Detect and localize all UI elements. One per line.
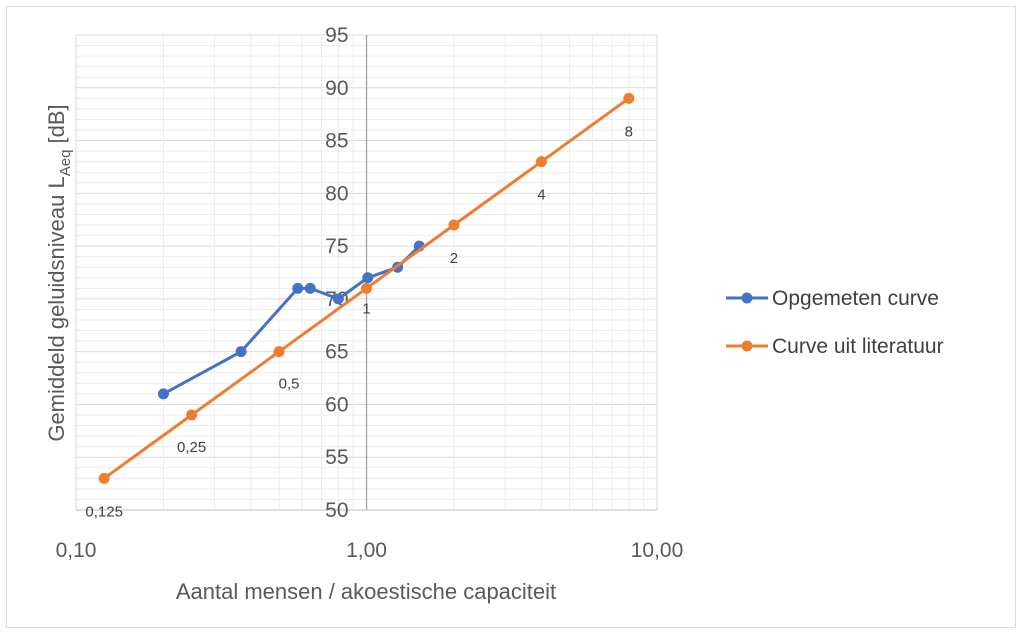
data-point-series-1 [235, 346, 247, 358]
data-point-series-2 [273, 346, 285, 358]
chart-frame [6, 6, 1016, 628]
y-tick-label: 55 [325, 446, 348, 469]
data-point-series-2 [448, 219, 460, 231]
data-label: 4 [537, 187, 545, 204]
x-axis-title: Aantal mensen / akoestische capaciteit [176, 579, 556, 604]
data-point-series-2 [535, 156, 547, 168]
y-axis-title: Gemiddeld geluidsniveau LAeq [dB] [44, 104, 74, 441]
y-axis-title-sub: Aeq [57, 150, 74, 177]
x-tick-label: 10,00 [631, 539, 684, 562]
y-tick-label: 65 [325, 341, 348, 364]
grid [75, 34, 658, 511]
data-point-series-2 [623, 92, 635, 104]
y-axis-title-main: Gemiddeld geluidsniveau L [44, 176, 69, 441]
legend-marker-2 [741, 340, 753, 352]
data-point-series-2 [361, 282, 372, 294]
data-point-series-2 [186, 409, 198, 421]
data-label: 0,25 [177, 439, 206, 456]
data-label: 1 [362, 300, 370, 317]
x-tick-label: 1,00 [346, 539, 387, 562]
data-label: 2 [450, 250, 458, 267]
y-axis-title-unit: [dB] [44, 104, 69, 149]
y-tick-labels: 50556065707580859095 [325, 24, 348, 522]
y-tick-label: 95 [325, 24, 348, 47]
data-point-series-1 [332, 293, 344, 305]
data-point-series-1 [292, 282, 304, 294]
data-point-series-1 [362, 272, 374, 284]
data-labels: 0,125 0,25 0,5 1 2 4 8 [85, 123, 633, 520]
data-label: 0,125 [85, 503, 123, 520]
y-tick-label: 60 [325, 393, 348, 416]
legend-label-2: Curve uit literatuur [772, 335, 944, 358]
x-tick-label: 0,10 [56, 539, 97, 562]
y-tick-label: 75 [325, 235, 348, 258]
data-point-series-2 [98, 472, 110, 484]
y-tick-label: 90 [325, 77, 348, 100]
data-label: 0,5 [279, 376, 300, 393]
y-tick-label: 80 [325, 182, 348, 205]
series-layer [98, 92, 635, 484]
x-tick-labels: 0,10 1,00 10,00 [56, 539, 684, 562]
legend-label-1: Opgemeten curve [772, 287, 939, 310]
data-point-series-1 [304, 282, 316, 294]
legend: Opgemeten curve Curve uit literatuur [726, 287, 944, 358]
y-tick-label: 50 [325, 499, 348, 522]
y-tick-label: 85 [325, 130, 348, 153]
data-label: 8 [625, 123, 633, 140]
data-point-series-1 [157, 388, 169, 400]
legend-marker-1 [741, 292, 753, 304]
